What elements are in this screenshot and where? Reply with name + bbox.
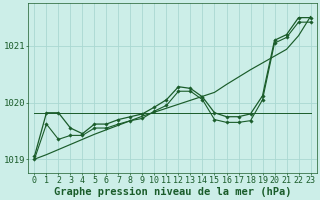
X-axis label: Graphe pression niveau de la mer (hPa): Graphe pression niveau de la mer (hPa): [54, 186, 291, 197]
